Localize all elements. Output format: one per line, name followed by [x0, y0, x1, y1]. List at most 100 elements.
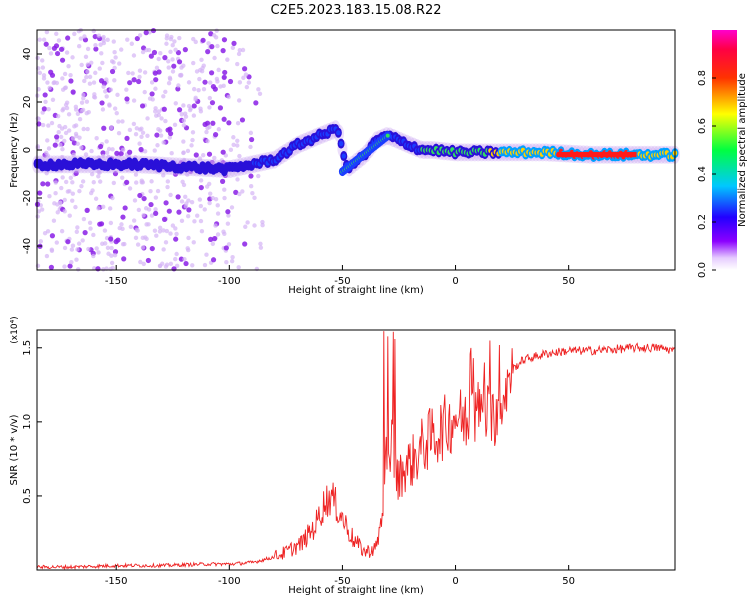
spectrogram-noise-point	[156, 56, 161, 62]
spectrogram-noise-point	[246, 80, 252, 85]
spectrogram-ridge-core	[336, 130, 341, 136]
spectrogram-noise-point	[120, 175, 125, 180]
spectrogram-noise-point	[119, 47, 124, 52]
spectrogram-noise-point	[53, 180, 58, 185]
spectrogram-ridge-core	[341, 153, 346, 159]
snr-line	[36, 331, 675, 571]
spectrogram-noise-point	[35, 145, 40, 150]
spectrogram-noise-point	[150, 27, 157, 34]
colorbar-tick-label: 0.4	[697, 166, 708, 182]
spectrogram-noise-point	[101, 34, 106, 40]
spectrogram-noise-point	[139, 134, 144, 140]
spectrogram-noise-point	[185, 172, 190, 177]
spectrogram-noise-point	[91, 232, 96, 238]
spectrogram-noise-point	[137, 127, 143, 132]
spectrogram-noise-point	[99, 51, 104, 56]
spectrogram-noise-point	[177, 35, 182, 41]
spectrogram-noise-point	[89, 60, 94, 65]
spectrogram-noise-point	[155, 143, 160, 148]
spectrogram-noise-point	[48, 69, 54, 75]
spectrogram-noise-point	[44, 170, 49, 176]
spectrogram-noise-point	[81, 92, 86, 98]
spectrogram-ridge-branch-core	[385, 133, 390, 138]
spectrogram-noise-point	[137, 141, 142, 146]
colorbar-label: Normalized spectral amplitude	[737, 73, 748, 227]
spectrogram-noise-point	[181, 150, 186, 156]
spectrogram-noise-point	[145, 133, 150, 138]
spectrogram-noise-point	[131, 77, 137, 83]
spectrogram-noise-point	[98, 42, 103, 47]
spectrogram-noise-point	[70, 198, 75, 203]
spectrogram-noise-point	[207, 105, 212, 110]
spectrogram-noise-point	[205, 138, 210, 144]
spectrogram-noise-point	[105, 245, 111, 251]
spectrogram-noise-point	[67, 263, 73, 269]
spectrogram-noise-point	[201, 153, 206, 158]
spectrogram-y-tick-label: 20	[22, 96, 33, 109]
spectrogram-noise-point	[88, 190, 94, 196]
spectrogram-noise-point	[79, 62, 84, 68]
spectrogram-noise-point	[204, 129, 209, 135]
spectrogram-noise-point	[57, 123, 62, 129]
spectrogram-noise-point	[94, 136, 99, 141]
spectrogram-noise-point	[228, 147, 234, 153]
spectrogram-noise-point	[207, 124, 212, 130]
spectrogram-noise-point	[37, 190, 43, 196]
spectrogram-noise-point	[111, 39, 116, 44]
spectrogram-noise-point	[87, 74, 93, 80]
spectrogram-noise-point	[137, 68, 143, 73]
spectrogram-noise-point	[191, 240, 196, 245]
spectrogram-noise-point	[75, 267, 81, 272]
spectrogram-noise-point	[173, 47, 178, 53]
snr-x-tick-label: -50	[334, 576, 350, 587]
spectrogram-noise-point	[174, 251, 179, 257]
spectrogram-noise-point	[62, 138, 67, 144]
spectrogram-noise-point	[75, 247, 80, 252]
spectrogram-noise-point	[37, 37, 42, 42]
spectrogram-noise-point	[223, 245, 229, 251]
spectrogram-noise-point	[120, 119, 125, 124]
spectrogram-noise-point	[212, 55, 217, 61]
spectrogram-noise-point	[106, 251, 111, 256]
spectrogram-noise-point	[131, 218, 137, 223]
spectrogram-noise-point	[83, 54, 89, 60]
spectrogram-noise-point	[168, 261, 174, 266]
spectrogram-noise-point	[101, 84, 106, 89]
spectrogram-noise-point	[62, 209, 67, 214]
spectrogram-noise-point	[191, 103, 197, 109]
snr-x-tick-label: 50	[562, 576, 575, 587]
spectrogram-noise-point	[149, 213, 155, 218]
spectrogram-noise-point	[140, 235, 146, 241]
spectrogram-noise-point	[161, 228, 166, 233]
spectrogram-x-tick-label: -50	[334, 276, 350, 287]
colorbar-tick-label: 0.0	[697, 262, 708, 278]
spectrogram-noise-point	[221, 83, 226, 89]
spectrogram-noise-point	[137, 192, 143, 199]
spectrogram-noise-point	[80, 238, 85, 243]
spectrogram-noise-point	[51, 45, 58, 51]
spectrogram-noise-point	[56, 38, 62, 43]
spectrogram-y-tick-label: 40	[22, 48, 33, 61]
spectrogram-noise-point	[170, 43, 175, 48]
spectrogram-noise-point	[149, 80, 155, 85]
spectrogram-noise-point	[93, 46, 99, 52]
spectrogram-noise-point	[202, 262, 208, 268]
spectrogram-noise-point	[128, 224, 134, 229]
spectrogram-noise-point	[96, 174, 101, 179]
spectrogram-noise-point	[170, 223, 176, 228]
spectrogram-noise-point	[161, 247, 166, 252]
snr-y-tick-label: 1.0	[22, 414, 33, 430]
spectrogram-noise-point	[158, 50, 163, 56]
spectrogram-noise-point	[79, 183, 84, 189]
spectrogram-noise-point	[198, 203, 204, 209]
spectrogram-noise-point	[130, 71, 135, 76]
spectrogram-noise-point	[209, 44, 215, 50]
spectrogram-noise-point	[87, 220, 93, 225]
spectrogram-noise-point	[93, 70, 98, 76]
spectrogram-noise-point	[183, 114, 189, 119]
spectrogram-noise-point	[198, 109, 204, 114]
spectrogram-noise-point	[226, 94, 231, 100]
spectrogram-noise-point	[41, 76, 47, 81]
spectrogram-noise-point	[107, 206, 113, 211]
spectrogram-noise-point	[154, 65, 160, 70]
